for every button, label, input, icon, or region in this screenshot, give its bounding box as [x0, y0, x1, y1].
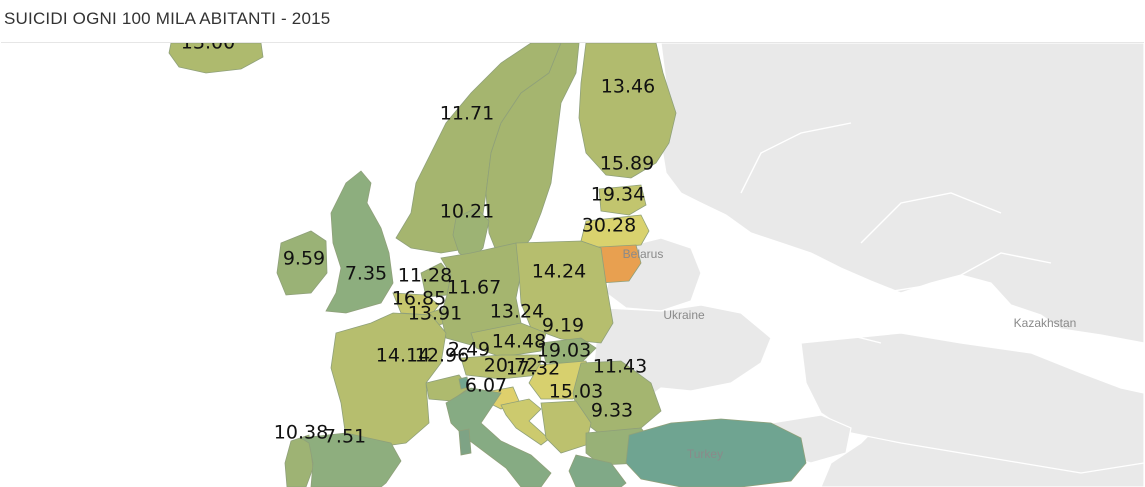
- region-france[interactable]: [330, 312, 447, 449]
- region-liechtenstein[interactable]: [458, 376, 470, 390]
- label-turkey: Turkey: [687, 447, 723, 461]
- value-label-iceland: 13.00: [181, 43, 235, 54]
- region-estonia[interactable]: [598, 184, 647, 216]
- region-sardinia[interactable]: [458, 428, 472, 456]
- map-canvas[interactable]: Belarus Ukraine Kazakhstan Turkey 13.001…: [1, 42, 1144, 487]
- value-label-luxembourg: 13.91: [408, 303, 462, 325]
- value-label-slovenia: 20.72: [484, 355, 538, 377]
- value-label-serbia: 15.03: [549, 381, 603, 403]
- map-title: SUICIDI OGNI 100 MILA ABITANTI - 2015: [4, 9, 331, 28]
- value-label-lithuania: 30.28: [582, 215, 636, 237]
- value-label-czechia: 13.24: [490, 301, 544, 323]
- border-lines: [700, 122, 1052, 344]
- value-label-belgium: 16.85: [392, 288, 446, 310]
- background-land: [592, 43, 1144, 487]
- choropleth-countries: [168, 43, 807, 487]
- label-ukraine: Ukraine: [663, 308, 705, 322]
- value-label-hungary: 19.03: [537, 340, 591, 362]
- region-italy[interactable]: [445, 387, 552, 487]
- value-label-netherlands: 11.28: [398, 265, 452, 287]
- value-label-austria: 14.48: [492, 331, 546, 353]
- value-label-latvia: 19.34: [591, 184, 645, 206]
- value-label-italy: 6.07: [465, 375, 507, 397]
- region-czechia[interactable]: [470, 322, 547, 358]
- value-label-slovakia: 9.19: [542, 315, 584, 337]
- value-label-finland: 13.46: [601, 76, 655, 98]
- value-label-poland: 14.24: [532, 261, 586, 283]
- region-uk[interactable]: [325, 170, 394, 314]
- value-label-denmark: 10.21: [440, 201, 494, 223]
- europe-map[interactable]: Belarus Ukraine Kazakhstan Turkey 13.001…: [1, 43, 1144, 487]
- value-label-romania: 11.43: [593, 356, 647, 378]
- label-kazakhstan: Kazakhstan: [1014, 316, 1077, 330]
- region-poland[interactable]: [515, 240, 614, 344]
- value-label-spain: 7.51: [324, 426, 366, 448]
- region-belgium[interactable]: [392, 292, 440, 316]
- value-label-croatia: 17.32: [506, 358, 560, 380]
- region-ireland[interactable]: [276, 230, 328, 296]
- region-turkey[interactable]: [625, 418, 807, 487]
- region-slovakia[interactable]: [540, 337, 597, 364]
- region-finland[interactable]: [578, 43, 677, 179]
- value-label-germany: 11.67: [447, 277, 501, 299]
- region-spain[interactable]: [299, 432, 402, 487]
- region-greece[interactable]: [568, 454, 627, 487]
- value-label-norway: 11.71: [440, 103, 494, 125]
- value-label-portugal: 10.38: [274, 422, 328, 444]
- value-label-switzerland: 12.96: [415, 345, 469, 367]
- value-label-liechtenstein: 2.49: [448, 339, 490, 361]
- value-label-france: 14.14: [376, 345, 430, 367]
- value-label-estonia: 15.89: [600, 153, 654, 175]
- region-iceland[interactable]: [168, 43, 264, 74]
- region-portugal[interactable]: [284, 434, 314, 487]
- value-label-uk: 7.35: [345, 263, 387, 285]
- value-labels: 13.00 11.71 13.46 15.89 19.34 30.28 10.21 9.59 7…: [181, 43, 655, 448]
- value-label-ireland: 9.59: [283, 248, 325, 270]
- value-label-bulgaria: 9.33: [591, 400, 633, 422]
- label-belarus: Belarus: [623, 247, 664, 261]
- reference-labels: Belarus Ukraine Kazakhstan Turkey: [623, 247, 1077, 461]
